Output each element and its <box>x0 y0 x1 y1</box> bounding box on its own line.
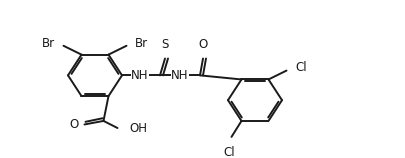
Text: Br: Br <box>42 37 55 50</box>
Text: O: O <box>69 118 78 131</box>
Text: NH: NH <box>171 69 188 82</box>
Text: NH: NH <box>131 69 148 82</box>
Text: S: S <box>161 38 168 51</box>
Text: Br: Br <box>134 37 147 50</box>
Text: OH: OH <box>129 122 147 134</box>
Text: O: O <box>198 38 207 51</box>
Text: Cl: Cl <box>295 61 306 74</box>
Text: Cl: Cl <box>223 146 235 158</box>
